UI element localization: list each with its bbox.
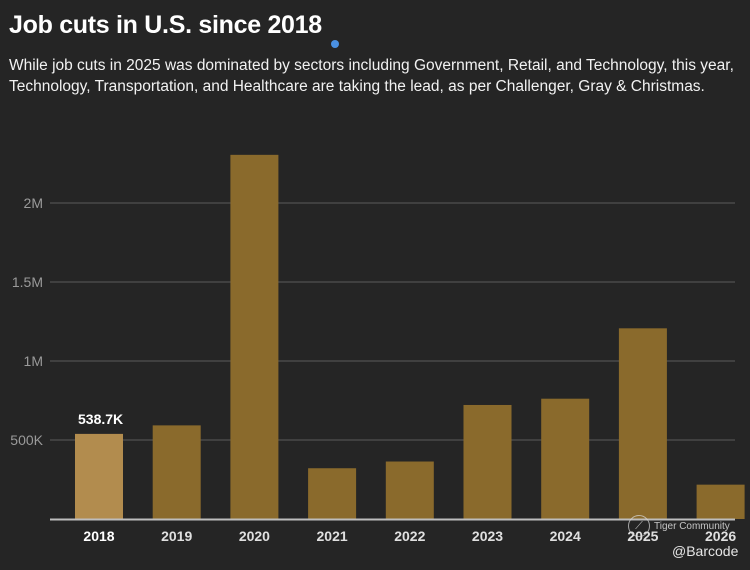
x-tick-label: 2022 <box>394 528 425 544</box>
bar-2025[interactable] <box>618 328 667 519</box>
bar-2023[interactable] <box>463 404 512 519</box>
x-tick-label: 2018 <box>83 528 114 544</box>
cursor-indicator <box>331 40 339 48</box>
bar-2021[interactable] <box>308 468 357 519</box>
y-tick-label: 1M <box>24 353 43 369</box>
chart-title: Job cuts in U.S. since 2018 <box>9 11 322 39</box>
x-tick-label: 2019 <box>161 528 192 544</box>
bar-2026[interactable] <box>696 484 745 519</box>
y-tick-label: 2M <box>24 195 43 211</box>
bars <box>75 154 745 519</box>
x-axis-ticks: 2018 2019 2020 2021 2022 2023 2024 2025 2026 <box>83 528 736 544</box>
bar-2024[interactable] <box>541 398 590 519</box>
watermark-handle: @Barcode <box>672 543 739 559</box>
watermark-brand: Tiger Community <box>654 520 730 532</box>
x-tick-label: 2021 <box>317 528 348 544</box>
x-tick-label: 2026 <box>705 528 736 544</box>
y-tick-label: 500K <box>10 432 43 448</box>
bar-2022[interactable] <box>385 461 434 519</box>
data-labels: 538.7K <box>78 411 123 427</box>
tiger-community-logo-icon: ⟋ <box>628 515 650 537</box>
bar-2018[interactable] <box>75 433 123 519</box>
bar-2019[interactable] <box>152 425 201 519</box>
x-tick-label: 2020 <box>239 528 270 544</box>
bar-2020[interactable] <box>230 154 279 519</box>
data-label: 538.7K <box>78 411 123 427</box>
y-tick-label: 1.5M <box>12 274 43 290</box>
x-tick-label: 2023 <box>472 528 503 544</box>
y-axis-ticks: 500K 1M 1.5M 2M <box>10 195 43 448</box>
x-tick-label: 2024 <box>550 528 581 544</box>
chart-subtitle: While job cuts in 2025 was dominated by … <box>9 57 734 95</box>
watermark: ⟋ Tiger Community <box>628 515 730 537</box>
